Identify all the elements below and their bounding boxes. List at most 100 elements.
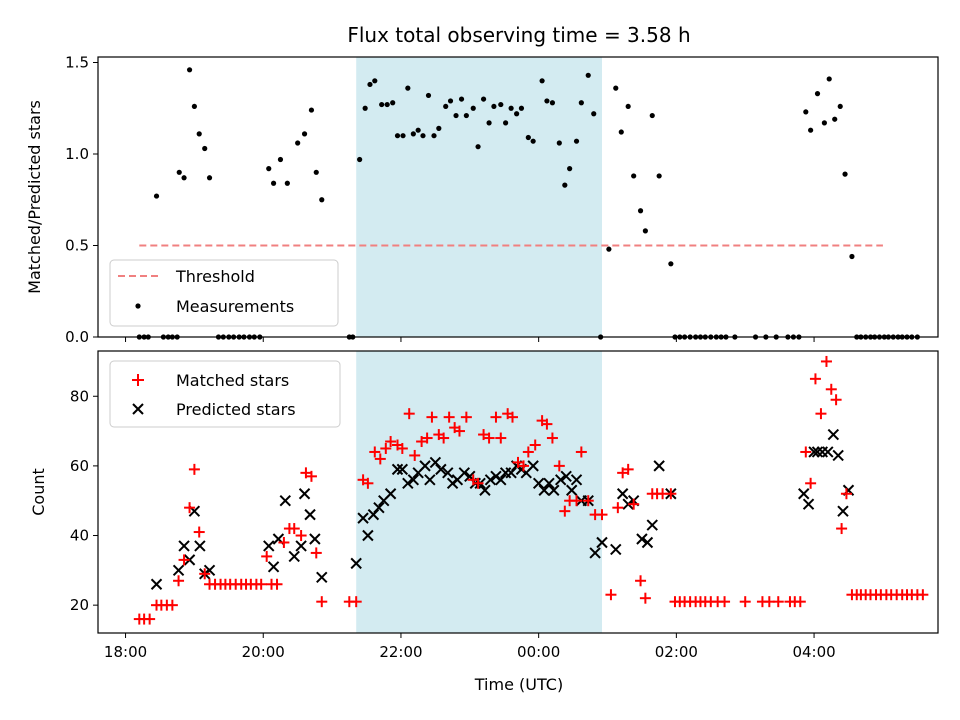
measurement-point	[357, 156, 363, 163]
matched-star-point	[605, 589, 617, 601]
predicted-star-point	[150, 578, 163, 590]
measurement-point	[436, 125, 442, 131]
matched-star-point	[199, 568, 211, 580]
measurement-point	[206, 175, 213, 181]
matched-star-point	[522, 446, 534, 458]
predicted-star-point	[548, 484, 560, 496]
measurement-point	[642, 228, 648, 234]
predicted-star-point	[288, 550, 300, 563]
measurement-point	[842, 171, 848, 177]
x-axis-label: Time (UTC)	[474, 675, 563, 694]
measurement-point	[475, 144, 481, 150]
matched-star-point	[553, 460, 565, 472]
predicted-star-point	[798, 488, 810, 500]
matched-star-point	[825, 383, 837, 395]
matched-star-point	[178, 554, 190, 566]
bottom-y-tick-label: 40	[70, 527, 89, 545]
predicted-star-point	[616, 488, 629, 500]
predicted-star-point	[484, 474, 497, 486]
matched-star-point	[617, 467, 629, 479]
bottom-legend-box	[109, 360, 341, 428]
measurement-point	[480, 96, 487, 102]
measurement-point	[591, 111, 597, 117]
measurement-point	[637, 208, 644, 214]
matched-star-point	[836, 523, 848, 535]
predicted-star-point	[827, 428, 840, 441]
predicted-star-point	[396, 463, 409, 476]
matched-star-point	[917, 589, 929, 601]
measurement-point	[295, 140, 301, 146]
measurement-point	[270, 180, 277, 186]
matched-star-point	[512, 456, 524, 468]
measurement-point	[606, 246, 612, 252]
measurement-point	[410, 131, 416, 137]
predicted-star-point	[554, 474, 567, 486]
matched-star-point	[385, 436, 397, 448]
measurement-point	[491, 103, 497, 110]
matched-star-point	[271, 578, 283, 590]
matched-star-point	[426, 411, 438, 423]
measurement-point	[372, 78, 378, 84]
measurement-point	[394, 133, 401, 139]
matched-star-point	[403, 408, 415, 420]
measurement-point	[631, 173, 637, 179]
legend-measurements-swatch	[135, 303, 141, 309]
x-tick-label: 04:00	[792, 643, 835, 661]
matched-star-point	[506, 411, 518, 423]
matched-star-point	[559, 505, 571, 517]
bottom-y-axis-label: Count	[29, 468, 48, 516]
top-legend-box	[109, 259, 339, 327]
matched-star-point	[840, 488, 852, 500]
matched-star-point	[443, 411, 455, 423]
measurement-point	[573, 138, 580, 144]
matched-star-point	[295, 530, 307, 542]
measurement-point	[186, 67, 193, 73]
predicted-star-point	[479, 484, 491, 496]
matched-star-point	[255, 578, 267, 590]
predicted-star-point	[622, 498, 634, 510]
matched-star-point	[794, 596, 806, 608]
matched-star-point	[409, 449, 421, 461]
measurement-point	[518, 105, 525, 111]
predicted-star-point	[298, 488, 311, 500]
measurement-point	[181, 175, 187, 181]
measurement-point	[556, 140, 562, 146]
measurement-point	[470, 105, 476, 111]
matched-star-point	[483, 432, 495, 444]
measurement-point	[301, 131, 308, 137]
matched-star-point	[541, 418, 553, 430]
predicted-star-point	[435, 463, 447, 476]
matched-star-point	[166, 599, 178, 611]
measurement-point	[618, 129, 624, 135]
matched-star-point	[305, 470, 317, 482]
matched-star-point	[665, 488, 677, 500]
predicted-star-point	[610, 543, 622, 556]
measurement-point	[832, 116, 838, 122]
top-y-axis-label: Matched/Predicted stars	[25, 100, 44, 294]
predicted-star-point	[367, 508, 380, 521]
measurement-point	[567, 166, 573, 172]
top-y-ticks: 0.0 0.5 1.0 1.5	[65, 53, 98, 346]
observing-window-shade-bottom	[356, 351, 602, 633]
measurement-point	[400, 133, 406, 139]
matched-star-point	[288, 523, 300, 535]
matched-star-point	[472, 477, 484, 489]
predicted-star-point	[429, 456, 442, 469]
measurement-point	[803, 109, 809, 115]
measurement-point	[431, 133, 437, 139]
measurement-point	[503, 120, 509, 126]
predicted-star-point	[570, 474, 583, 486]
measurement-point	[453, 112, 459, 119]
matched-star-point	[805, 477, 817, 489]
top-x-ticks	[125, 337, 815, 342]
predicted-star-point	[653, 460, 665, 472]
matched-star-point	[380, 442, 392, 454]
predicted-star-point	[589, 547, 601, 559]
predicted-star-point	[636, 533, 648, 545]
top-y-tick-label: 1.5	[65, 53, 89, 71]
predicted-star-point	[532, 477, 545, 490]
measurement-point	[808, 127, 814, 133]
legend-matched-swatch	[132, 374, 144, 386]
measurement-point	[585, 72, 591, 78]
